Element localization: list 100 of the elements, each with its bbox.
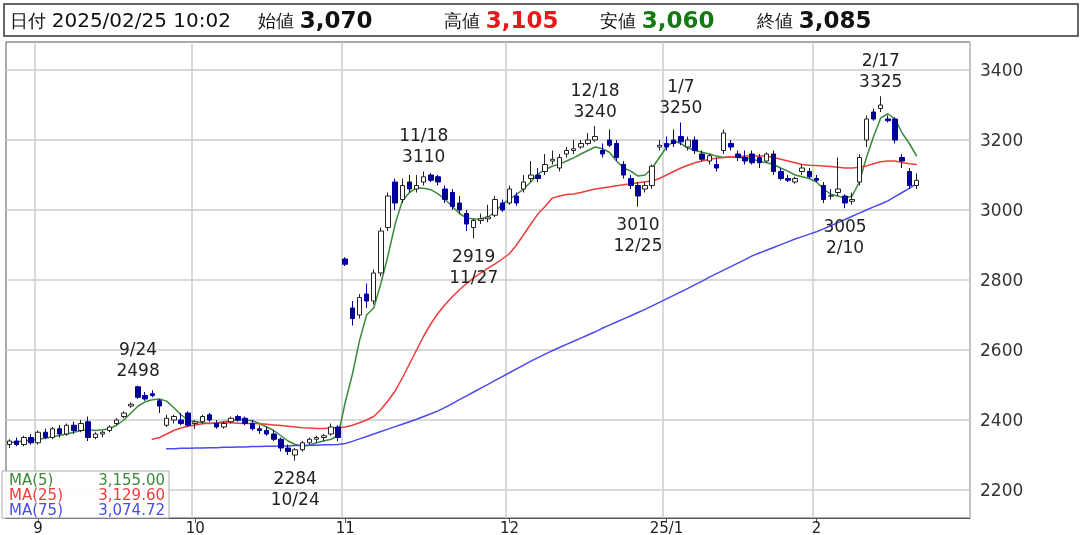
candlestick [300,440,305,452]
candlestick [228,416,234,424]
candlestick [385,192,391,232]
candlestick [550,150,555,165]
series-label: MA(5) [9,470,54,489]
x-tick-label: 12 [499,518,519,535]
candlestick [678,122,684,146]
y-tick-label: 3200 [980,130,1024,150]
candlestick [192,419,198,430]
candlestick [357,293,362,319]
candlestick [842,193,848,209]
candlestick [728,139,734,151]
candlestick [699,150,705,162]
candlestick [799,164,805,176]
candlestick [871,108,876,122]
candlestick [807,167,812,179]
candlestick [500,199,505,213]
candlestick [792,176,798,185]
candlestick [878,95,883,113]
candlestick [414,174,419,193]
candlestick [14,437,19,447]
annotation: 3010 12/25 [613,214,663,255]
candlestick [257,424,262,435]
y-tick-label: 2800 [980,270,1024,290]
text: 日付 2025/02/25 10:02 [10,8,231,32]
y-tick-label: 2400 [980,410,1024,430]
text: 高値 3,105 [444,7,559,33]
x-tick-label: 9 [33,518,43,535]
candlestick [564,146,569,158]
candlestick [35,430,41,445]
annotation: 3005 2/10 [823,215,867,257]
candlestick [557,153,562,172]
y-tick-label: 2200 [980,480,1024,500]
candlestick [407,174,412,193]
candlestick [321,433,327,442]
candlestick [171,414,177,424]
candlestick [671,129,676,148]
candlestick [521,174,526,193]
annotation: 12/18 3240 [570,79,620,121]
candlestick [221,421,227,430]
candlestick [250,419,255,431]
candlestick [28,433,34,445]
annotation: 9/24 2498 [116,339,160,381]
candlestick [657,139,662,151]
text: 始値 3,070 [258,7,373,33]
annotation: 2/17 3325 [859,49,903,91]
candlestick [371,269,376,305]
candlestick [471,218,476,239]
candlestick [378,227,384,277]
candlestick [849,192,855,206]
candlestick [450,188,455,211]
candlestick [100,430,105,438]
candlestick [507,185,512,206]
candlestick [164,414,169,428]
annotation: 1/7 3250 [659,76,703,117]
candlestick [342,256,348,267]
candlestick [607,129,612,148]
annotation: 11/18 3110 [399,125,449,166]
candlestick [492,195,498,218]
candlestick [664,136,669,151]
candlestick [114,417,119,426]
candlestick [421,171,426,186]
candlestick [707,153,712,165]
candlestick [364,283,369,309]
annotation: 2284 10/24 [270,468,320,510]
text: 安値 3,060 [600,7,715,33]
candlestick [535,167,541,183]
candlestick [764,151,769,164]
y-tick-label: 3400 [980,60,1024,80]
candlestick [292,447,298,462]
candlestick [307,437,312,445]
candlestick [50,426,55,440]
candlestick [514,192,519,207]
candlestick [685,136,691,151]
candlestick [914,172,919,190]
candlestick [264,426,269,437]
candlestick [442,185,448,204]
x-tick-label: 2 [811,518,822,535]
candlestick [864,115,869,148]
candlestick [200,414,205,424]
candlestick [464,209,469,232]
candlestick [328,423,334,437]
candlestick [542,153,548,176]
candlestick [43,428,48,440]
text: 終値 3,085 [756,7,872,33]
candlestick [121,410,127,419]
y-tick-label: 3000 [980,200,1024,220]
candlestick [400,178,405,204]
candlestick [828,188,834,200]
candlestick [350,300,355,326]
candlestick [692,136,698,155]
candlestick [600,143,605,158]
candlestick [64,423,69,437]
candlestick [85,416,91,442]
x-tick-label: 25/1 [649,518,684,535]
candlestick [71,421,77,435]
candlestick [907,167,912,190]
candlestick [107,424,112,433]
candlestick [207,412,212,423]
candlestick [314,435,319,444]
